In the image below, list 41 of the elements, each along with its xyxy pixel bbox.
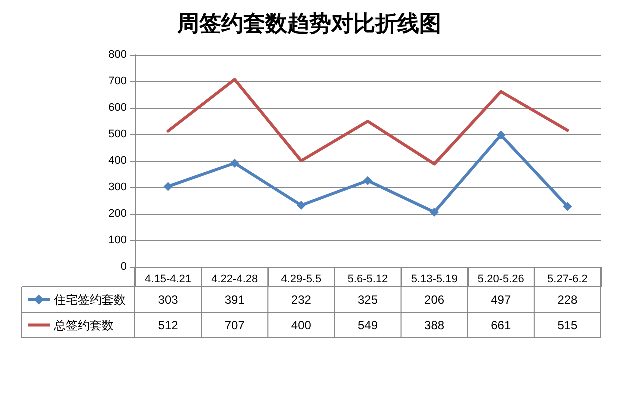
x-tick-label: 4.15-4.21	[145, 274, 192, 286]
data-label: 515	[558, 318, 578, 332]
data-label: 707	[224, 318, 246, 332]
legend-label: 总签约套数	[53, 318, 114, 332]
y-tick-label: 500	[108, 128, 127, 140]
point	[496, 130, 506, 140]
x-tick-label: 4.29-5.5	[281, 274, 322, 286]
y-tick-label: 800	[108, 49, 127, 61]
y-tick-label: 100	[108, 234, 127, 246]
y-tick-label: 700	[108, 76, 127, 88]
y-tick-label: 600	[108, 102, 127, 114]
point	[430, 208, 440, 217]
data-label: 512	[158, 318, 179, 332]
x-tick-label: 5.6-5.12	[348, 274, 388, 286]
data-label: 400	[291, 318, 312, 332]
line-series	[166, 78, 570, 166]
data-label: 228	[558, 292, 578, 307]
x-tick-label: 5.20-5.26	[478, 274, 524, 286]
chart-title: 周签约套数趋势对比折线图	[176, 11, 442, 37]
data-label: 661	[491, 318, 512, 332]
point	[230, 158, 240, 168]
point	[164, 182, 173, 192]
data-label: 206	[424, 292, 445, 307]
point	[563, 202, 572, 212]
y-tick-label: 300	[108, 182, 127, 194]
x-tick-label: 5.27-6.2	[548, 274, 588, 286]
data-label: 549	[358, 318, 378, 332]
y-tick-label: 0	[120, 261, 127, 273]
data-label: 388	[424, 318, 445, 332]
data-label: 497	[491, 292, 512, 307]
y-tick-label: 400	[108, 155, 127, 167]
data-label: 303	[158, 292, 179, 307]
legend-label: 住宅签约套数	[53, 292, 126, 307]
point	[296, 201, 306, 210]
x-tick-label: 5.13-5.19	[411, 274, 458, 286]
x-tick-label: 4.22-4.28	[212, 274, 258, 286]
y-tick-label: 200	[108, 208, 127, 220]
data-label: 232	[291, 292, 312, 307]
point	[364, 176, 372, 186]
data-label: 391	[224, 292, 246, 307]
data-label: 325	[358, 292, 378, 307]
